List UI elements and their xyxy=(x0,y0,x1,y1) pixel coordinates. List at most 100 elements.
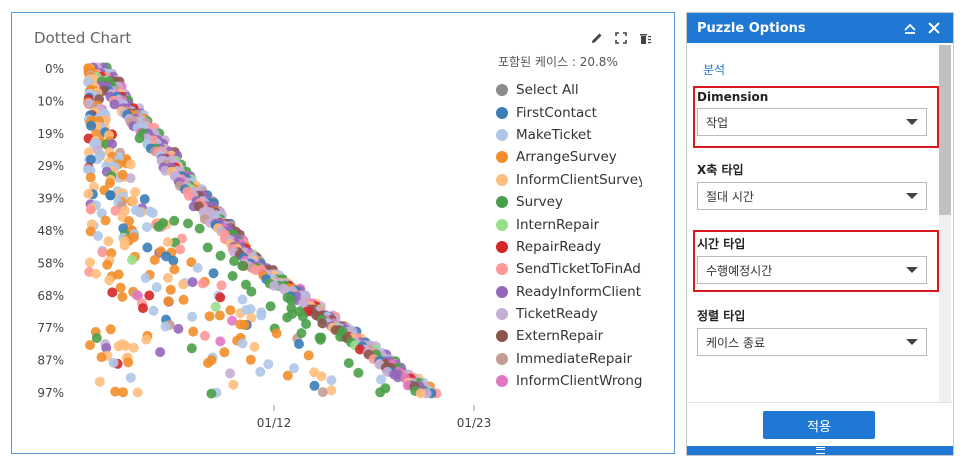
legend-dot-icon xyxy=(496,375,508,388)
chart-point xyxy=(250,265,261,275)
legend-item[interactable]: InformClientSurvey xyxy=(496,169,642,191)
legend-label: SendTicketToFinAdmin xyxy=(516,261,642,278)
legend-item[interactable]: SendTicketToFinAdmin xyxy=(496,258,642,280)
chart-point xyxy=(263,359,274,370)
chart-point xyxy=(392,372,403,383)
dimension-select[interactable]: 작업 xyxy=(697,108,927,136)
chart-point xyxy=(148,305,159,316)
dotted-chart-plot: 0% 10% 19% 29% 39% 48% 58% 68% 77% 87% 97% 01/12 01/… xyxy=(37,62,492,430)
time-type-field: 시간 타입 수행예정시간 xyxy=(697,235,927,284)
legend-item[interactable]: FirstContact xyxy=(496,101,642,123)
chart-point xyxy=(130,187,141,198)
y-tick-label: 29% xyxy=(37,159,64,173)
trash-icon[interactable] xyxy=(638,31,652,45)
chart-point xyxy=(173,323,184,334)
chart-point xyxy=(113,341,124,352)
chart-point xyxy=(289,363,299,374)
legend-item[interactable]: InformClientWrongPlace xyxy=(496,370,642,392)
chart-point xyxy=(203,358,213,368)
legend-dot-icon xyxy=(496,285,508,298)
legend-dot-icon xyxy=(496,330,508,343)
dimension-label: Dimension xyxy=(697,90,769,104)
chart-point xyxy=(183,218,193,229)
x-axis-type-value: 절대 시간 xyxy=(706,189,754,204)
edit-icon[interactable] xyxy=(590,31,604,45)
dimension-highlight xyxy=(693,86,939,148)
legend-item[interactable]: RepairReady xyxy=(496,236,642,258)
chart-point xyxy=(200,330,210,341)
legend-label: RepairReady xyxy=(516,238,602,255)
close-icon[interactable] xyxy=(925,19,943,37)
chart-point xyxy=(85,226,96,237)
y-tick-label: 39% xyxy=(37,192,64,206)
chart-point xyxy=(117,291,128,302)
legend-item[interactable]: ReadyInformClient xyxy=(496,281,642,303)
chart-point xyxy=(228,379,239,390)
analysis-section-link[interactable]: 분석 xyxy=(703,63,726,77)
chart-point xyxy=(355,344,365,355)
y-tick-label: 68% xyxy=(37,289,64,303)
dimension-value: 작업 xyxy=(706,115,729,130)
chart-point xyxy=(88,181,99,192)
puzzle-options-panel: Puzzle Options 분석 Dimension 작업 X축 타입 절대 … xyxy=(686,12,954,456)
chart-point xyxy=(265,301,276,312)
chart-point xyxy=(353,367,364,378)
y-tick-label: 77% xyxy=(37,321,64,335)
chart-point xyxy=(85,204,96,215)
chart-point xyxy=(125,159,136,170)
time-type-select[interactable]: 수행예정시간 xyxy=(697,256,927,284)
chart-point xyxy=(208,268,219,279)
options-title: Puzzle Options xyxy=(697,20,806,36)
x-tick-label: 01/23 xyxy=(457,416,492,430)
chart-point xyxy=(100,215,111,226)
chart-point xyxy=(375,387,386,398)
resize-handle[interactable] xyxy=(687,446,953,455)
chart-point xyxy=(249,341,260,352)
legend-item[interactable]: ExternRepair xyxy=(496,325,642,347)
chart-point xyxy=(169,264,180,275)
fullscreen-icon[interactable] xyxy=(614,31,628,45)
chart-point xyxy=(123,357,134,368)
chart-point xyxy=(255,366,266,377)
chart-point xyxy=(225,368,236,379)
chart-point xyxy=(326,375,337,386)
y-tick-label: 48% xyxy=(37,224,64,238)
case-ratio-text: 포함된 케이스 : 20.8% xyxy=(498,55,618,69)
chart-point xyxy=(133,290,143,301)
chart-point xyxy=(282,370,293,381)
chart-point xyxy=(93,231,104,241)
legend-item[interactable]: ImmediateRepair xyxy=(496,348,642,370)
sort-type-field: 정렬 타입 케이스 종료 xyxy=(697,307,927,356)
options-scrollbar[interactable] xyxy=(939,45,951,415)
legend-label: InternRepair xyxy=(516,216,600,233)
legend-item[interactable]: InternRepair xyxy=(496,213,642,235)
chart-point xyxy=(104,275,115,286)
chart-point xyxy=(119,240,130,251)
chart-point xyxy=(109,99,120,110)
sort-type-value: 케이스 종료 xyxy=(706,335,766,350)
chart-point xyxy=(103,236,114,247)
legend-item[interactable]: MakeTicket xyxy=(496,124,642,146)
apply-button[interactable]: 적용 xyxy=(763,411,875,439)
chart-point xyxy=(215,336,226,347)
x-axis-type-select[interactable]: 절대 시간 xyxy=(697,182,927,210)
chart-point xyxy=(158,218,168,228)
legend-dot-icon xyxy=(496,84,508,97)
chart-point xyxy=(192,262,203,273)
legend-item[interactable]: ArrangeSurvey xyxy=(496,146,642,168)
chart-point xyxy=(105,324,116,335)
legend-item[interactable]: Select All xyxy=(496,79,642,101)
chart-point xyxy=(141,334,152,345)
y-tick-label: 10% xyxy=(37,94,64,108)
legend-label: ArrangeSurvey xyxy=(516,149,617,166)
collapse-icon[interactable] xyxy=(901,19,919,37)
sort-type-select[interactable]: 케이스 종료 xyxy=(697,328,927,356)
chart-point xyxy=(210,301,221,312)
chart-point xyxy=(317,387,328,398)
legend-item[interactable]: TicketReady xyxy=(496,303,642,325)
chart-point xyxy=(142,242,153,253)
chart-point xyxy=(94,376,105,387)
scrollbar-thumb[interactable] xyxy=(939,45,951,215)
chart-point xyxy=(183,190,194,201)
legend-item[interactable]: Survey xyxy=(496,191,642,213)
